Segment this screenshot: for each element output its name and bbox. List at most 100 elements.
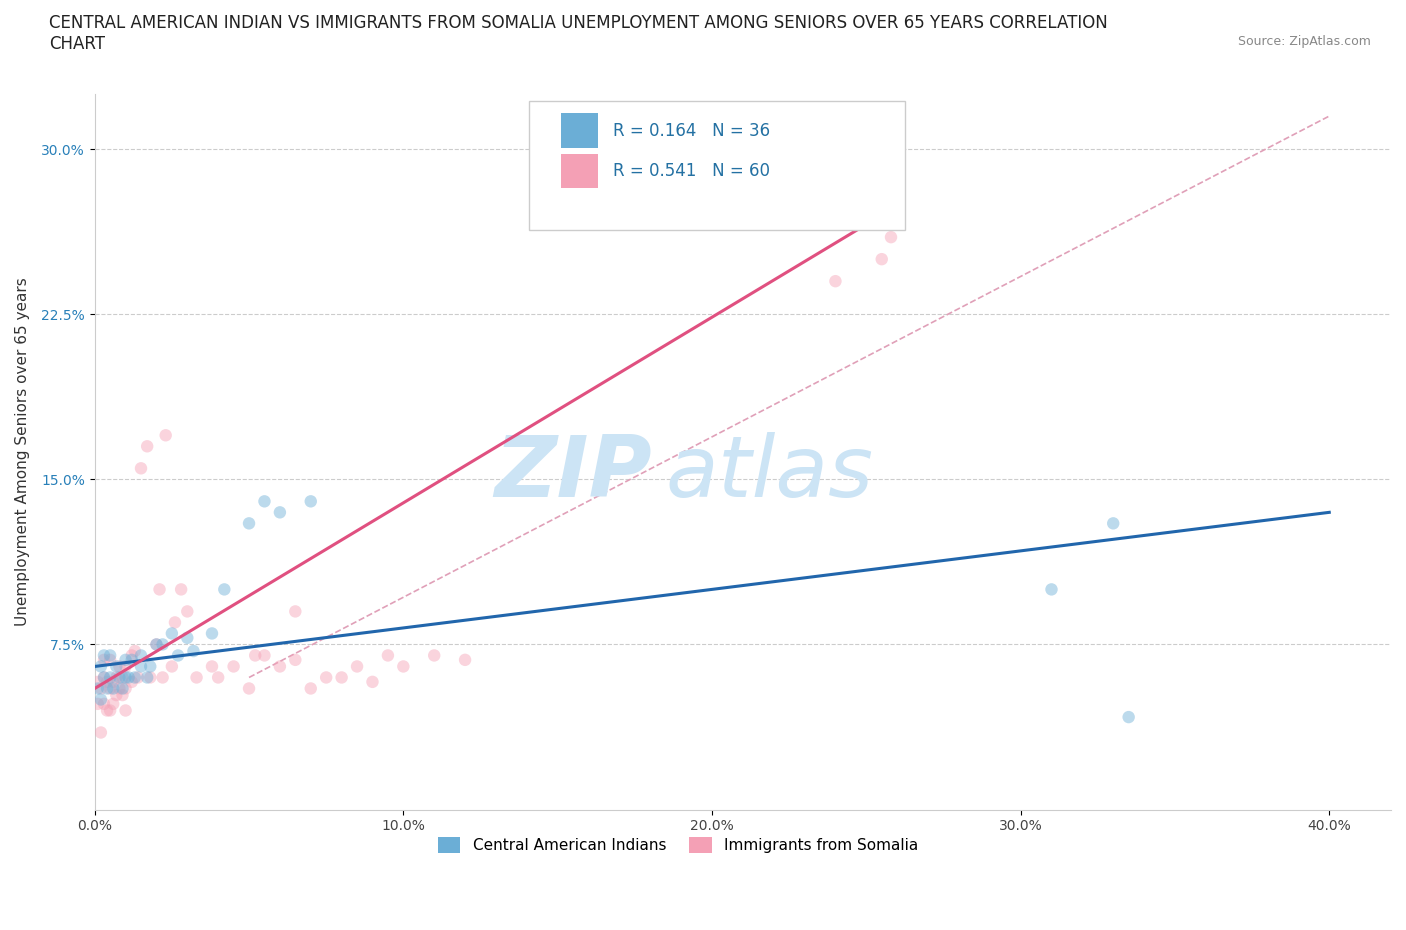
Point [880,230,903,245]
Point [87,681,110,696]
Point [176,631,198,645]
Point [127,670,149,684]
Point [207,670,229,684]
Point [253,648,276,663]
Text: CENTRAL AMERICAN INDIAN VS IMMIGRANTS FROM SOMALIA UNEMPLOYMENT AMONG SENIORS OV: CENTRAL AMERICAN INDIAN VS IMMIGRANTS FR… [49,14,1108,32]
Point [253,494,276,509]
Point [114,681,136,696]
Text: ZIP: ZIP [495,432,652,515]
Point [1118,710,1140,724]
Point [108,670,131,684]
Text: Source: ZipAtlas.com: Source: ZipAtlas.com [1237,35,1371,48]
Point [121,648,143,663]
Point [96,674,118,689]
Point [201,626,224,641]
Point [245,648,267,663]
Point [269,505,291,520]
Point [96,703,118,718]
Point [377,648,399,663]
Point [186,670,208,684]
Point [222,659,245,674]
Point [98,670,121,684]
Point [152,637,174,652]
Point [121,653,143,668]
Point [93,697,115,711]
Point [269,659,291,674]
Point [103,674,125,689]
Point [392,659,415,674]
Point [238,516,260,531]
FancyBboxPatch shape [529,101,905,230]
Point [111,681,134,696]
Point [299,494,322,509]
Point [98,703,121,718]
FancyBboxPatch shape [561,113,598,148]
Point [129,659,152,674]
Point [139,659,162,674]
Point [167,648,190,663]
Point [361,674,384,689]
Point [90,681,112,696]
Point [183,644,205,658]
Point [214,582,236,597]
Point [87,674,110,689]
Point [454,653,477,668]
Point [155,428,177,443]
Point [299,681,322,696]
Point [160,626,183,641]
Point [111,687,134,702]
Point [98,653,121,668]
Point [93,648,115,663]
Point [114,653,136,668]
Point [163,615,186,630]
Point [124,644,146,658]
Legend: Central American Indians, Immigrants from Somalia: Central American Indians, Immigrants fro… [432,830,925,859]
Point [129,648,152,663]
Point [346,659,368,674]
Text: CHART: CHART [49,35,105,53]
Point [124,670,146,684]
Point [145,637,167,652]
Point [148,582,170,597]
Point [176,604,198,618]
Point [284,604,307,618]
Point [238,681,260,696]
Text: R = 0.541   N = 60: R = 0.541 N = 60 [613,163,770,180]
Point [160,659,183,674]
Point [98,681,121,696]
Point [152,670,174,684]
Point [1040,582,1063,597]
Point [129,461,152,476]
Point [423,648,446,663]
Point [870,252,893,267]
Point [105,670,128,684]
Point [111,670,134,684]
Point [103,697,125,711]
Point [98,648,121,663]
Point [105,659,128,674]
Point [105,687,128,702]
Point [118,670,141,684]
Point [136,670,159,684]
Point [139,670,162,684]
Point [330,670,353,684]
Point [284,653,307,668]
Point [145,637,167,652]
Point [96,681,118,696]
Point [170,582,193,597]
Point [93,670,115,684]
Point [87,697,110,711]
Point [108,681,131,696]
Text: R = 0.164   N = 36: R = 0.164 N = 36 [613,122,770,140]
Point [201,659,224,674]
Y-axis label: Unemployment Among Seniors over 65 years: Unemployment Among Seniors over 65 years [15,277,30,626]
Point [90,659,112,674]
Point [90,725,112,740]
Point [121,674,143,689]
Point [90,692,112,707]
Point [114,659,136,674]
Point [114,703,136,718]
Point [103,681,125,696]
Text: atlas: atlas [665,432,873,515]
FancyBboxPatch shape [561,154,598,189]
